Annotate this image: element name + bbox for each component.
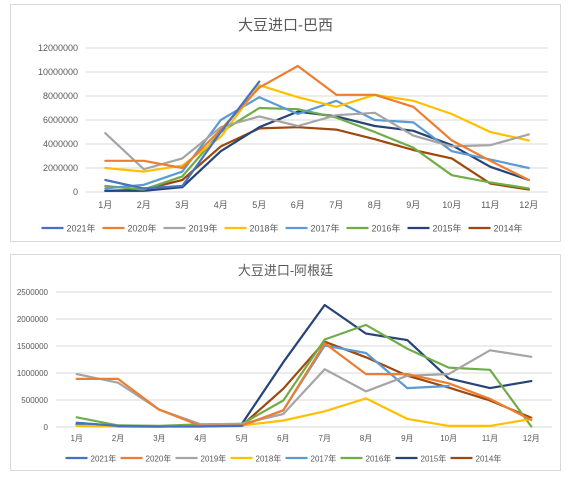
- y-tick-label: 2000000: [43, 163, 78, 173]
- y-tick-label: 0: [44, 423, 49, 432]
- x-tick-label: 11月: [482, 434, 498, 443]
- legend-item: 2014年: [468, 223, 523, 234]
- series-line-2019年: [104, 111, 530, 171]
- y-tick-label: 6000000: [43, 115, 78, 125]
- legend-label: 2015年: [433, 223, 462, 234]
- series-line-2020年: [104, 64, 530, 182]
- legend-item: 2018年: [224, 223, 279, 234]
- y-tick-label: 0: [73, 187, 78, 197]
- series-line-2015年: [104, 110, 530, 192]
- legend-label: 2018年: [250, 223, 279, 234]
- x-tick-label: 12月: [523, 434, 540, 443]
- x-tick-label: 8月: [360, 434, 372, 443]
- x-tick-label: 5月: [252, 200, 266, 210]
- series-line-2014年: [75, 340, 533, 428]
- legend-label: 2016年: [366, 454, 392, 464]
- x-tick-label: 12月: [519, 200, 538, 210]
- chart-title: 大豆进口-巴西: [238, 17, 333, 34]
- legend-item: 2021年: [65, 454, 117, 464]
- x-tick-label: 7月: [329, 200, 343, 210]
- y-tick-label: 500000: [21, 396, 48, 405]
- series-line-2021年: [104, 80, 261, 190]
- x-tick-label: 5月: [236, 434, 248, 443]
- legend-label: 2019年: [201, 454, 227, 464]
- legend-label: 2019年: [189, 223, 218, 234]
- y-tick-label: 2000000: [17, 315, 49, 324]
- legend-label: 2015年: [421, 454, 447, 464]
- y-tick-label: 1000000: [17, 369, 49, 378]
- x-tick-label: 3月: [153, 434, 165, 443]
- series-line-2019年: [75, 349, 533, 426]
- x-tick-label: 11月: [481, 200, 499, 210]
- legend-item: 2016年: [340, 454, 392, 464]
- y-tick-label: 10000000: [38, 67, 78, 77]
- legend-label: 2014年: [476, 454, 502, 464]
- series-line-2017年: [75, 344, 450, 428]
- chart-panel-brazil: 大豆进口-巴西 0 2000000 4000000 6000000 8000000 1000…: [10, 4, 561, 242]
- legend-item: 2020年: [102, 223, 157, 234]
- chart-title: 大豆进口-阿根廷: [238, 263, 333, 278]
- x-tick-label: 7月: [318, 434, 330, 443]
- series-line-2016年: [104, 106, 530, 191]
- legend-item: 2016年: [346, 223, 401, 234]
- y-tick-label: 1500000: [17, 342, 49, 351]
- x-tick-label: 10月: [442, 200, 461, 210]
- y-tick-label: 12000000: [38, 43, 78, 53]
- legend-label: 2018年: [256, 454, 282, 464]
- x-tick-label: 8月: [368, 200, 382, 210]
- x-tick-label: 2月: [112, 434, 124, 443]
- legend-item: 2015年: [407, 223, 462, 234]
- x-tick-label: 9月: [401, 434, 413, 443]
- x-tick-label: 10月: [440, 434, 457, 443]
- legend-item: 2019年: [175, 454, 227, 464]
- legend-label: 2017年: [311, 454, 337, 464]
- x-tick-label: 4月: [194, 434, 206, 443]
- x-tick-label: 2月: [137, 200, 151, 210]
- series-line-2021年: [75, 421, 244, 428]
- legend-item: 2017年: [285, 454, 337, 464]
- series-line-2018年: [75, 397, 533, 428]
- legend-item: 2015年: [395, 454, 447, 464]
- series-line-2014年: [104, 126, 530, 192]
- legend-item: 2019年: [163, 223, 218, 234]
- legend-label: 2016年: [372, 223, 401, 234]
- y-tick-label: 8000000: [43, 91, 78, 101]
- x-tick-label: 1月: [98, 200, 112, 210]
- legend-label: 2020年: [146, 454, 172, 464]
- legend-label: 2021年: [91, 454, 117, 464]
- chart-panel-argentina: 大豆进口-阿根廷 0 500000 1000000 1500000 2000000 2500…: [10, 254, 561, 471]
- legend-item: 2014年: [450, 454, 502, 464]
- series-line-2020年: [75, 342, 533, 427]
- legend-item: 2017年: [285, 223, 340, 234]
- x-tick-label: 6月: [277, 434, 289, 443]
- legend-item: 2020年: [120, 454, 172, 464]
- legend-item: 2018年: [230, 454, 282, 464]
- legend-item: 2021年: [41, 223, 96, 234]
- legend-label: 2014年: [494, 223, 523, 234]
- legend-label: 2017年: [311, 223, 340, 234]
- chart-brazil: 大豆进口-巴西 0 2000000 4000000 6000000 8000000 1000…: [38, 17, 548, 234]
- legend-label: 2021年: [67, 223, 96, 234]
- x-tick-label: 4月: [214, 200, 228, 210]
- x-tick-label: 1月: [70, 434, 82, 443]
- x-tick-label: 6月: [291, 200, 305, 210]
- series-line-2017年: [104, 96, 530, 190]
- x-tick-label: 3月: [175, 200, 189, 210]
- x-tick-label: 9月: [406, 200, 420, 210]
- y-tick-label: 4000000: [43, 139, 78, 149]
- y-tick-label: 2500000: [17, 288, 49, 297]
- legend-label: 2020年: [128, 223, 157, 234]
- chart-argentina: 大豆进口-阿根廷 0 500000 1000000 1500000 2000000 2500…: [17, 263, 552, 464]
